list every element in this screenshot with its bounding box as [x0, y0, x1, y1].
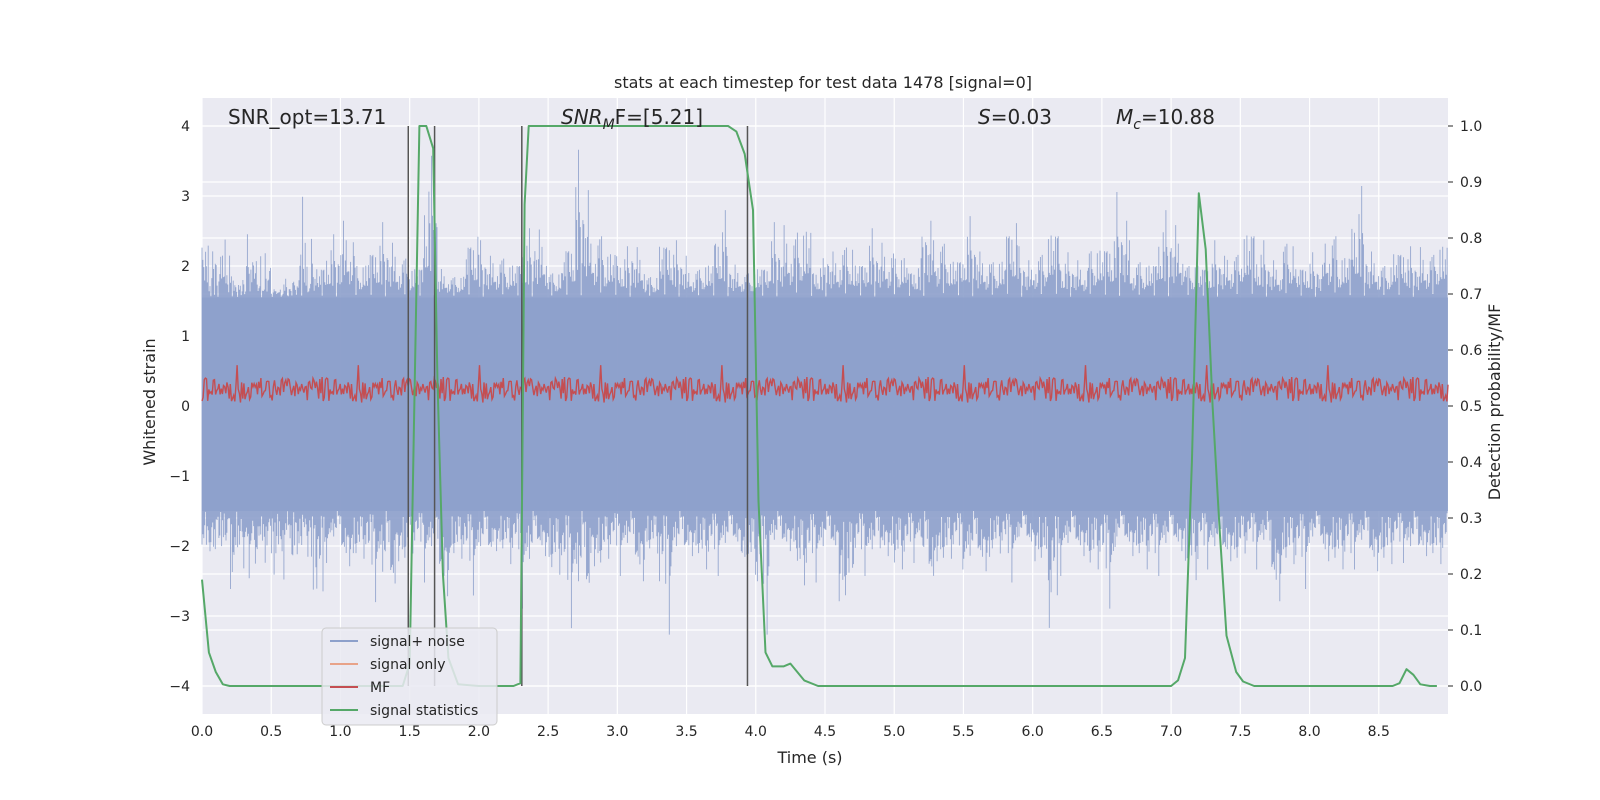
y-right-tick-label: 0.0 — [1460, 679, 1482, 695]
x-tick-label: 0.5 — [260, 724, 282, 740]
y-right-tick-label: 0.1 — [1460, 623, 1482, 639]
mc-annotation: Mc=10.88 — [1116, 105, 1215, 133]
signal-statistics-line — [201, 125, 1437, 687]
x-tick-label: 2.5 — [537, 724, 559, 740]
snr-mf-annotation: SNRMF=[5.21] — [561, 105, 703, 133]
y-right-tick-label: 0.6 — [1460, 343, 1482, 359]
y-tick-label: 1 — [181, 329, 190, 345]
x-axis-label: Time (s) — [776, 748, 842, 767]
legend-label-signal-only: signal only — [370, 657, 445, 673]
y-right-tick-label: 0.9 — [1460, 175, 1482, 191]
x-tick-label: 2.0 — [468, 724, 490, 740]
x-tick-label: 8.5 — [1368, 724, 1390, 740]
mc-sub: c — [1133, 117, 1141, 133]
x-tick-label: 6.5 — [1091, 724, 1113, 740]
y-tick-label: −3 — [169, 609, 190, 625]
x-tick-label: 1.0 — [329, 724, 351, 740]
signal-noise-series — [201, 149, 1448, 635]
y-right-tick-label: 0.5 — [1460, 399, 1482, 415]
x-tick-label: 6.0 — [1022, 724, 1044, 740]
snr-opt-annotation: SNR_opt=13.71 — [228, 105, 386, 129]
y-axis-label: Whitened strain — [140, 338, 159, 465]
legend-label-signal-statistics: signal statistics — [370, 703, 478, 719]
y-tick-labels: 4 3 2 1 0 −1 −2 −3 −4 — [169, 119, 190, 695]
y-tick-label: 4 — [181, 119, 190, 135]
x-tick-label: 3.5 — [675, 724, 697, 740]
x-tick-label: 0.0 — [191, 724, 213, 740]
x-tick-label: 3.0 — [606, 724, 628, 740]
s-value: =0.03 — [991, 105, 1052, 129]
x-tick-label: 8.0 — [1298, 724, 1320, 740]
y-right-tick-labels: 1.0 0.9 0.8 0.7 0.6 0.5 0.4 0.3 0.2 0.1 0.0 — [1448, 119, 1482, 695]
legend-label-mf: MF — [370, 680, 390, 696]
mc-value: =10.88 — [1141, 105, 1215, 129]
y-right-tick-label: 0.2 — [1460, 567, 1482, 583]
snr-mf-rest: F=[5.21] — [615, 105, 703, 129]
mf-series — [201, 365, 1449, 403]
y-tick-label: 2 — [181, 259, 190, 275]
mf-line — [201, 365, 1449, 403]
y-right-axis-label: Detection probability/MF — [1485, 304, 1504, 501]
x-tick-label: 5.0 — [883, 724, 905, 740]
y-tick-label: 3 — [181, 189, 190, 205]
legend-box — [321, 627, 498, 726]
x-tick-label: 7.0 — [1160, 724, 1182, 740]
legend: signal+ noise signal only MF signal stat… — [321, 627, 498, 726]
x-tick-label: 5.5 — [952, 724, 974, 740]
legend-label-signal-noise: signal+ noise — [370, 634, 465, 650]
chart-title: stats at each timestep for test data 147… — [614, 73, 1032, 92]
s-annotation: S=0.03 — [978, 105, 1052, 129]
y-tick-label: 0 — [181, 399, 190, 415]
y-right-tick-label: 1.0 — [1460, 119, 1482, 135]
s-label: S — [978, 105, 991, 129]
y-tick-label: −4 — [169, 679, 190, 695]
x-tick-label: 4.5 — [814, 724, 836, 740]
x-tick-labels: 0.0 0.5 1.0 1.5 2.0 2.5 3.0 3.5 4.0 4.5 5.0 5.5 6.0 6… — [191, 724, 1390, 740]
y-right-tick-label: 0.4 — [1460, 455, 1482, 471]
signal-statistics-series — [201, 125, 1437, 687]
snr-mf-sub: M — [603, 117, 615, 133]
y-right-tick-label: 0.8 — [1460, 231, 1482, 247]
x-tick-label: 7.5 — [1229, 724, 1251, 740]
y-right-tick-label: 0.3 — [1460, 511, 1482, 527]
x-tick-label: 4.0 — [745, 724, 767, 740]
y-tick-label: −1 — [169, 469, 190, 485]
x-tick-label: 1.5 — [399, 724, 421, 740]
y-tick-label: −2 — [169, 539, 190, 555]
snr-mf-main: SNR — [561, 105, 603, 129]
y-right-tick-label: 0.7 — [1460, 287, 1482, 303]
mc-label: M — [1116, 105, 1133, 129]
